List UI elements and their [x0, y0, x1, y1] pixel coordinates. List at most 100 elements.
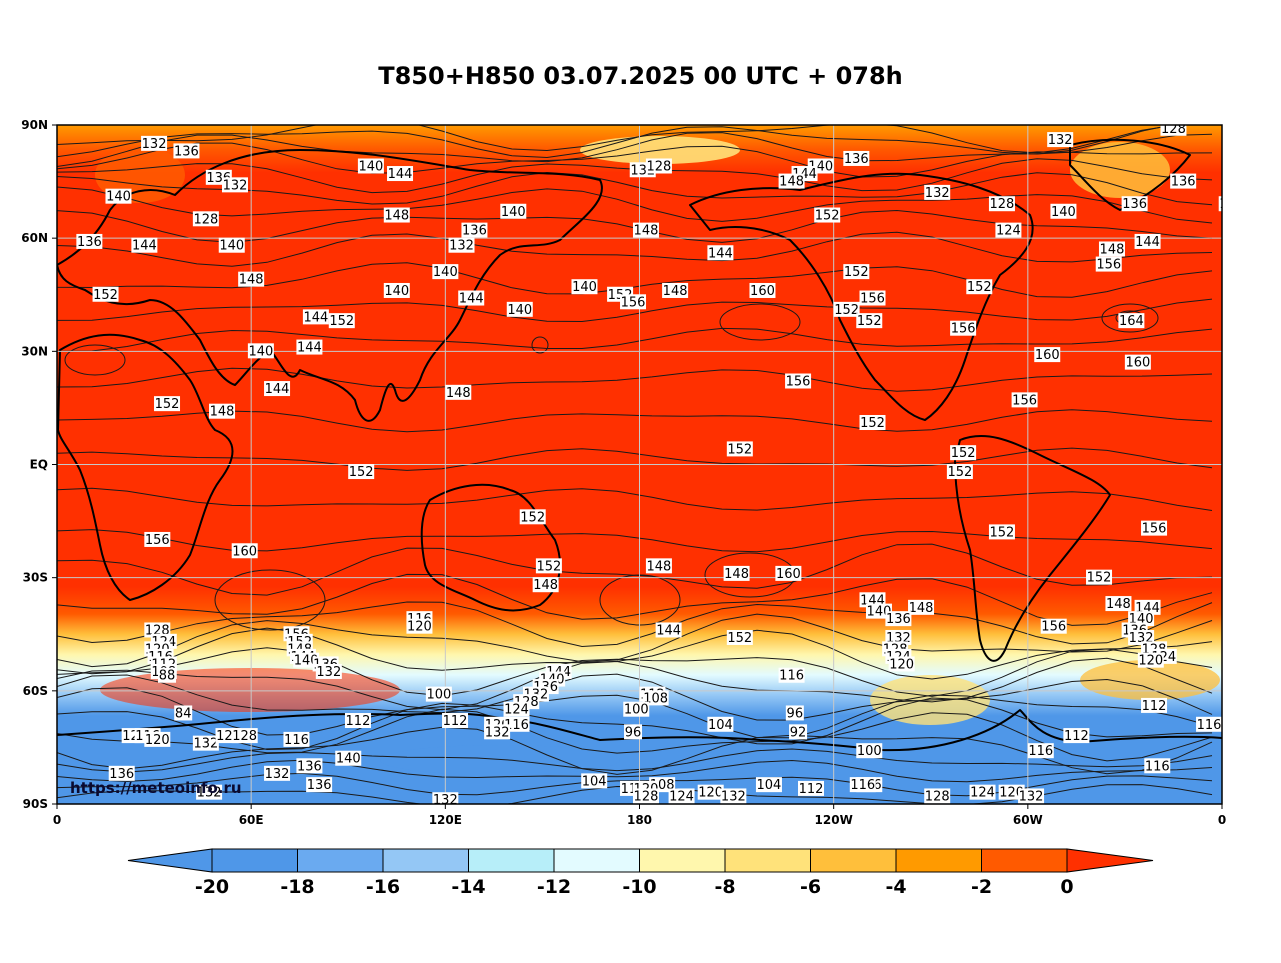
contour-label-bg	[1034, 347, 1061, 363]
contour-label-bg	[1121, 196, 1148, 212]
contour-label: 144	[388, 167, 413, 182]
contour-label: 152	[93, 288, 118, 303]
contour-label-bg	[442, 713, 469, 729]
contour-line	[57, 409, 1213, 433]
contour-label-bg	[988, 524, 1015, 540]
contour-label-bg	[158, 667, 177, 683]
contour-label: 152	[951, 446, 976, 461]
contour-label: 88	[159, 669, 176, 684]
contour-label: 140	[1051, 205, 1076, 220]
contour-label-bg	[535, 558, 562, 574]
contour-label: 144	[132, 239, 157, 254]
lon-tick-label: 0	[53, 813, 61, 827]
contour-label: 120	[145, 733, 170, 748]
contour-label-bg	[445, 384, 472, 400]
contour-label-bg	[296, 339, 323, 355]
contour-label: 120	[889, 657, 914, 672]
contour-label: 92	[790, 725, 807, 740]
contour-label-bg	[461, 222, 488, 238]
contour-label: 124	[970, 786, 995, 801]
contour-label: 148	[779, 175, 804, 190]
contour-label-bg	[749, 282, 776, 298]
contour-label-bg	[448, 237, 475, 253]
contour-label-bg	[144, 622, 171, 638]
contour-label-bg	[173, 143, 200, 159]
colorbar-segment	[895, 848, 982, 873]
contour-label-bg	[383, 282, 410, 298]
contour-label-bg	[174, 705, 193, 721]
contour-label-bg	[1218, 196, 1222, 212]
contour-label: 152	[727, 442, 752, 457]
contour-label-bg	[624, 724, 643, 740]
contour-label-bg	[238, 271, 265, 287]
contour-label: 136	[174, 144, 199, 159]
colorbar-tick-label: -4	[885, 876, 906, 898]
contour-label-bg	[192, 211, 219, 227]
contour-line	[57, 657, 1213, 711]
contour-label-bg	[247, 343, 274, 359]
map-title: T850+H850 03.07.2025 00 UTC + 078h	[378, 62, 903, 90]
height-contours	[57, 125, 1213, 804]
contour-label-bg	[726, 441, 753, 457]
contour-label-bg	[306, 777, 333, 793]
colorbar-segment	[211, 848, 298, 873]
contour-label-bg	[432, 264, 459, 280]
contour-label: 112	[1064, 729, 1089, 744]
south-indian-warm-tongue	[100, 668, 400, 712]
contour-label-bg	[995, 222, 1022, 238]
contour-label: 116	[284, 733, 309, 748]
contour-label-bg	[432, 792, 459, 804]
contour-label-bg	[668, 788, 695, 804]
contour-label-bg	[500, 203, 527, 219]
contour-label-bg	[1134, 599, 1161, 615]
contour-label-bg	[1124, 354, 1151, 370]
contour-label: 152	[834, 303, 859, 318]
longitude-axis: 0 60E 120E 180 120W 60W 0	[53, 804, 1226, 827]
contour-line	[57, 367, 1213, 392]
contour-label-bg	[950, 320, 977, 336]
contour-label-bg	[720, 788, 747, 804]
contour-label-bg	[859, 290, 886, 306]
coastline-antarctica	[57, 709, 1222, 752]
contour-label-bg	[144, 731, 171, 747]
lat-tick-label: 30N	[21, 344, 48, 358]
contour-label: 128	[1161, 122, 1186, 137]
contour-label: 148	[239, 273, 264, 288]
contour-label-bg	[723, 565, 750, 581]
contour-label: 152	[857, 314, 882, 329]
contour-label-bg	[755, 777, 782, 793]
contour-closed	[64, 344, 126, 376]
contour-label-bg	[144, 531, 171, 547]
contour-label-bg	[969, 784, 996, 800]
contour-label: 136	[307, 778, 332, 793]
south-atlantic-patch	[1080, 660, 1220, 700]
coastlines	[57, 138, 1222, 752]
contour-label-bg	[778, 173, 805, 189]
contour-label-bg	[1170, 173, 1197, 189]
contour-label: 156	[1142, 522, 1167, 537]
contour-line	[57, 447, 1213, 471]
contour-label-bg	[707, 716, 734, 732]
antarctic-cold-patch	[380, 745, 620, 775]
contour-label-bg	[885, 630, 912, 646]
lon-tick-label: 60W	[1013, 813, 1043, 827]
contour-label: 132	[223, 178, 248, 193]
contour-label: 132	[316, 665, 341, 680]
contour-closed	[531, 336, 549, 354]
contour-label: 112	[1142, 699, 1167, 714]
contour-label-bg	[785, 705, 804, 721]
contour-label: 140	[384, 284, 409, 299]
contour-label-bg	[1063, 728, 1090, 744]
contour-label: 160	[232, 544, 257, 559]
contour-label: 156	[786, 375, 811, 390]
contour-label: 120	[698, 786, 723, 801]
contour-label-bg	[856, 743, 883, 759]
contour-label-bg	[707, 245, 734, 261]
contour-label: 144	[656, 623, 681, 638]
contour-label: 152	[844, 265, 869, 280]
colorbar-segment	[297, 848, 384, 873]
source-watermark[interactable]: https://meteoinfo.ru	[70, 779, 242, 797]
contour-label: 148	[634, 224, 659, 239]
contour-label: 124	[669, 789, 694, 804]
